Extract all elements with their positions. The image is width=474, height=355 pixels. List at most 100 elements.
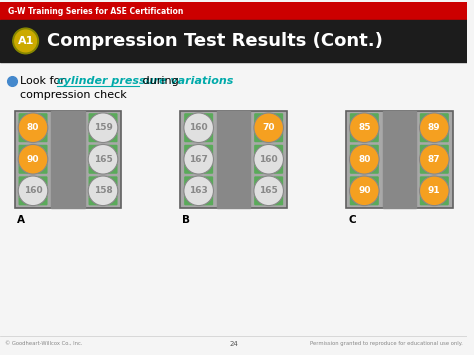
Polygon shape <box>255 133 264 142</box>
Polygon shape <box>420 164 429 173</box>
Polygon shape <box>38 146 47 154</box>
Polygon shape <box>89 133 98 142</box>
Text: 90: 90 <box>27 155 39 164</box>
Text: cylinder pressure variations: cylinder pressure variations <box>56 76 233 86</box>
Polygon shape <box>369 146 378 154</box>
Polygon shape <box>204 133 212 142</box>
Polygon shape <box>439 114 448 123</box>
Text: 160: 160 <box>189 123 208 132</box>
Polygon shape <box>439 177 448 186</box>
Polygon shape <box>38 164 47 173</box>
Polygon shape <box>255 164 264 173</box>
Text: during: during <box>139 76 179 86</box>
Polygon shape <box>439 164 448 173</box>
Circle shape <box>349 144 379 174</box>
Text: 163: 163 <box>189 186 208 195</box>
Polygon shape <box>89 177 98 186</box>
Text: © Goodheart-Willcox Co., Inc.: © Goodheart-Willcox Co., Inc. <box>5 341 82 346</box>
Circle shape <box>88 176 118 206</box>
Circle shape <box>419 113 449 142</box>
Circle shape <box>15 30 36 52</box>
Circle shape <box>18 176 48 206</box>
Bar <box>0 2 467 20</box>
Polygon shape <box>273 133 283 142</box>
Text: 160: 160 <box>24 186 42 195</box>
Polygon shape <box>185 164 194 173</box>
Polygon shape <box>204 164 212 173</box>
Text: Look for: Look for <box>20 76 68 86</box>
Polygon shape <box>19 164 28 173</box>
Polygon shape <box>369 133 378 142</box>
Polygon shape <box>204 196 212 204</box>
Text: G-W Training Series for ASE Certification: G-W Training Series for ASE Certificatio… <box>8 7 183 16</box>
Circle shape <box>88 144 118 174</box>
Polygon shape <box>89 114 98 123</box>
Polygon shape <box>185 196 194 204</box>
Text: 70: 70 <box>263 123 275 132</box>
Polygon shape <box>420 114 429 123</box>
Text: C: C <box>348 215 356 225</box>
Text: Permission granted to reproduce for educational use only.: Permission granted to reproduce for educ… <box>310 341 463 346</box>
Polygon shape <box>185 133 194 142</box>
Text: compression check: compression check <box>20 90 127 100</box>
Polygon shape <box>38 196 47 204</box>
Polygon shape <box>420 196 429 204</box>
Text: A1: A1 <box>18 36 34 46</box>
Polygon shape <box>204 114 212 123</box>
Text: Compression Test Results (Cont.): Compression Test Results (Cont.) <box>47 32 383 50</box>
Circle shape <box>254 176 283 206</box>
Circle shape <box>419 176 449 206</box>
Polygon shape <box>350 196 359 204</box>
Text: 24: 24 <box>229 341 238 346</box>
Text: A: A <box>17 215 25 225</box>
Polygon shape <box>108 114 117 123</box>
Polygon shape <box>19 133 28 142</box>
Polygon shape <box>420 177 429 186</box>
Text: 165: 165 <box>94 155 112 164</box>
Polygon shape <box>350 133 359 142</box>
Bar <box>383 111 416 208</box>
Polygon shape <box>369 164 378 173</box>
Polygon shape <box>350 164 359 173</box>
Text: 159: 159 <box>93 123 112 132</box>
Bar <box>15 111 121 208</box>
Polygon shape <box>273 146 283 154</box>
Polygon shape <box>185 114 194 123</box>
Circle shape <box>184 113 213 142</box>
Polygon shape <box>273 177 283 186</box>
Circle shape <box>254 144 283 174</box>
Circle shape <box>184 176 213 206</box>
Polygon shape <box>108 146 117 154</box>
Polygon shape <box>108 177 117 186</box>
Text: 85: 85 <box>358 123 371 132</box>
Text: 165: 165 <box>259 186 278 195</box>
Polygon shape <box>89 146 98 154</box>
Polygon shape <box>439 196 448 204</box>
Polygon shape <box>19 146 28 154</box>
Polygon shape <box>89 164 98 173</box>
Polygon shape <box>350 146 359 154</box>
Polygon shape <box>439 133 448 142</box>
Circle shape <box>349 113 379 142</box>
Bar <box>346 111 453 208</box>
Polygon shape <box>19 196 28 204</box>
Polygon shape <box>204 146 212 154</box>
Polygon shape <box>38 133 47 142</box>
Bar <box>0 20 467 62</box>
Polygon shape <box>255 146 264 154</box>
Polygon shape <box>89 196 98 204</box>
Text: 167: 167 <box>189 155 208 164</box>
Polygon shape <box>185 146 194 154</box>
Polygon shape <box>204 177 212 186</box>
Polygon shape <box>369 196 378 204</box>
Polygon shape <box>439 146 448 154</box>
Circle shape <box>349 176 379 206</box>
Polygon shape <box>420 146 429 154</box>
Polygon shape <box>273 164 283 173</box>
Polygon shape <box>108 164 117 173</box>
Polygon shape <box>273 196 283 204</box>
Polygon shape <box>255 114 264 123</box>
Polygon shape <box>255 196 264 204</box>
Polygon shape <box>185 177 194 186</box>
Text: 158: 158 <box>94 186 112 195</box>
